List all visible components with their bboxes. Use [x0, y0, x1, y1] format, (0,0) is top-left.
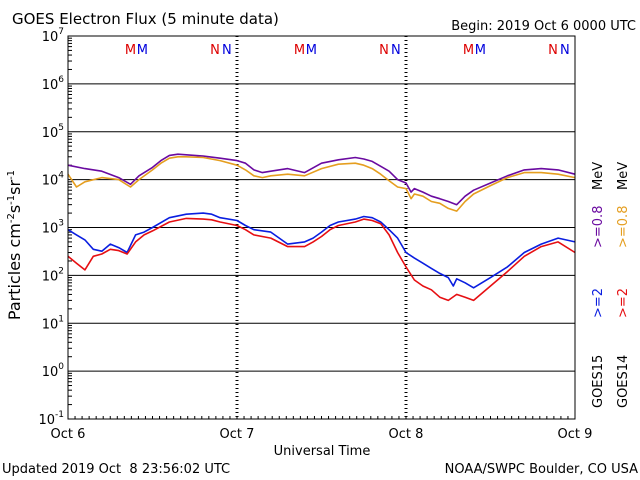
grid [68, 37, 575, 406]
legend-mev-1: MeV [591, 162, 606, 190]
y-tick-label: 104 [42, 171, 65, 189]
x-tick-label: Oct 6 [51, 427, 86, 442]
series-line [67, 212, 576, 289]
legend-goes15: GOES15 [591, 355, 606, 408]
begin-time-label: Begin: 2019 Oct 6 0000 UTC [451, 19, 636, 34]
series-line [67, 153, 576, 206]
y-tick-label: 107 [42, 27, 64, 45]
y-tick-label: 105 [42, 123, 64, 141]
legend-goes15-08mev: >=0.8 [591, 206, 606, 248]
x-tick-labels: Oct 6 Oct 7 Oct 8 Oct 9 [51, 427, 593, 442]
legend-goes14-08mev: >=0.8 [616, 206, 631, 248]
x-axis-label: Universal Time [274, 444, 371, 459]
chart-title: GOES Electron Flux (5 minute data) [12, 10, 279, 28]
y-axis-label: Particles cm-2s-1sr-1 [5, 170, 24, 320]
local-time-marker: N [222, 43, 232, 58]
local-time-marker: N [210, 43, 220, 58]
legend: GOES15 GOES14 >=2 >=2 >=0.8 >=0.8 MeV Me… [591, 162, 631, 408]
y-tick-labels: 107 106 105 104 103 102 101 100 10-1 [38, 27, 64, 428]
x-tick-label: Oct 8 [389, 427, 424, 442]
local-time-marker: M [125, 43, 136, 58]
legend-mev-2: MeV [616, 162, 631, 190]
x-tick-label: Oct 7 [220, 427, 255, 442]
local-time-marker: N [379, 43, 389, 58]
local-time-marker: M [463, 43, 474, 58]
y-tick-label: 102 [42, 266, 64, 284]
local-time-marker: M [306, 43, 317, 58]
series-line [67, 217, 576, 302]
y-tick-label: 10-1 [38, 410, 64, 428]
y-tick-label: 100 [42, 362, 65, 380]
credit-label: NOAA/SWPC Boulder, CO USA [445, 462, 638, 477]
plot-frame [67, 35, 576, 420]
local-time-marker: M [137, 43, 148, 58]
y-tick-label: 103 [42, 219, 64, 237]
series-line [67, 156, 576, 212]
y-tick-label: 101 [42, 314, 64, 332]
legend-goes14-2mev: >=2 [616, 288, 631, 318]
local-time-marker: M [475, 43, 486, 58]
legend-goes14: GOES14 [616, 355, 631, 408]
local-time-marker: M [294, 43, 305, 58]
legend-goes15-2mev: >=2 [591, 288, 606, 318]
y-tick-label: 106 [42, 75, 65, 93]
series-group [67, 153, 576, 302]
local-time-marker: N [560, 43, 570, 58]
local-time-marker: N [548, 43, 558, 58]
updated-timestamp: Updated 2019 Oct 8 23:56:02 UTC [2, 462, 230, 477]
local-time-marker: N [391, 43, 401, 58]
x-tick-label: Oct 9 [558, 427, 593, 442]
